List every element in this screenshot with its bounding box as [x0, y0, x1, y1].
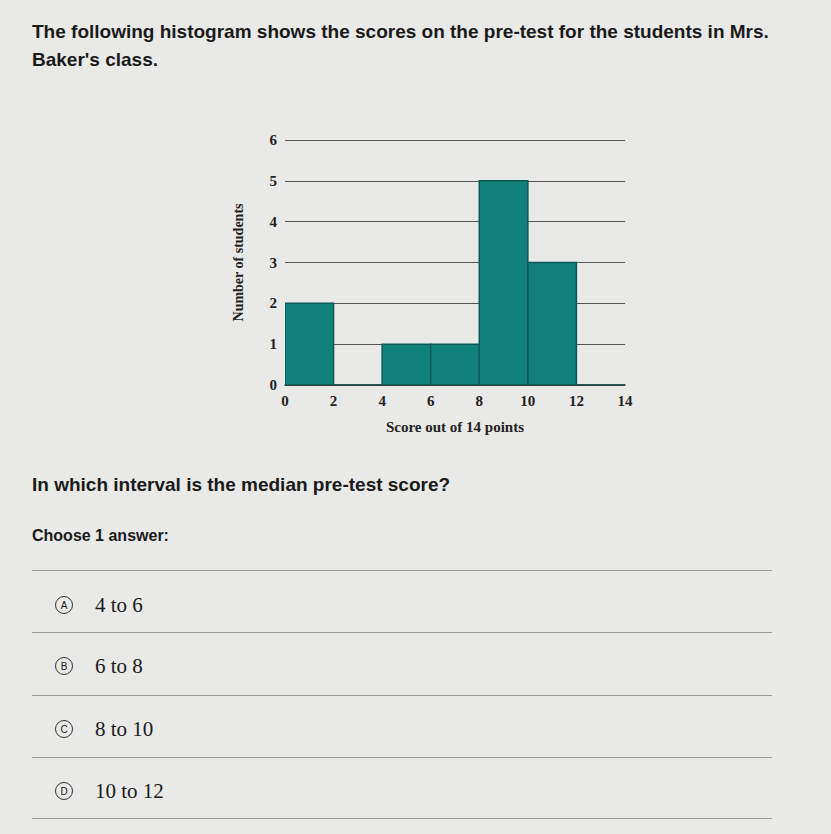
svg-text:3: 3 [270, 255, 278, 271]
svg-text:Score out of 14 points: Score out of 14 points [386, 419, 524, 435]
svg-text:1: 1 [270, 336, 278, 352]
svg-text:2: 2 [270, 295, 278, 311]
svg-text:6: 6 [270, 132, 278, 148]
svg-text:6: 6 [427, 393, 435, 409]
html-text:A: A [60, 599, 68, 611]
svg-text:4: 4 [378, 393, 386, 409]
svg-text:5: 5 [270, 173, 278, 189]
svg-text:14: 14 [618, 393, 634, 409]
svg-text:12: 12 [569, 393, 584, 409]
html-text:4 to 6: 4 to 6 [95, 592, 143, 617]
svg-text:2: 2 [330, 393, 338, 409]
svg-text:0: 0 [281, 393, 289, 409]
svg-text:Number of students: Number of students [231, 203, 246, 322]
html-text:Choose 1 answer:: Choose 1 answer: [32, 527, 169, 544]
html-text:B: B [60, 660, 68, 672]
html-text:8 to 10: 8 to 10 [95, 716, 154, 741]
html-text:The following histogram shows: The following histogram shows the scores… [32, 21, 769, 70]
html-text:10 to 12: 10 to 12 [95, 778, 164, 803]
svg-text:8: 8 [476, 393, 484, 409]
html-text:D: D [60, 785, 68, 797]
html-text:6 to 8: 6 to 8 [95, 653, 143, 678]
html-text:C: C [60, 723, 68, 735]
html-text:In which interval is the media: In which interval is the median pre-test… [32, 474, 451, 495]
svg-text:0: 0 [270, 377, 278, 393]
svg-text:4: 4 [270, 214, 278, 230]
svg-text:10: 10 [520, 393, 535, 409]
